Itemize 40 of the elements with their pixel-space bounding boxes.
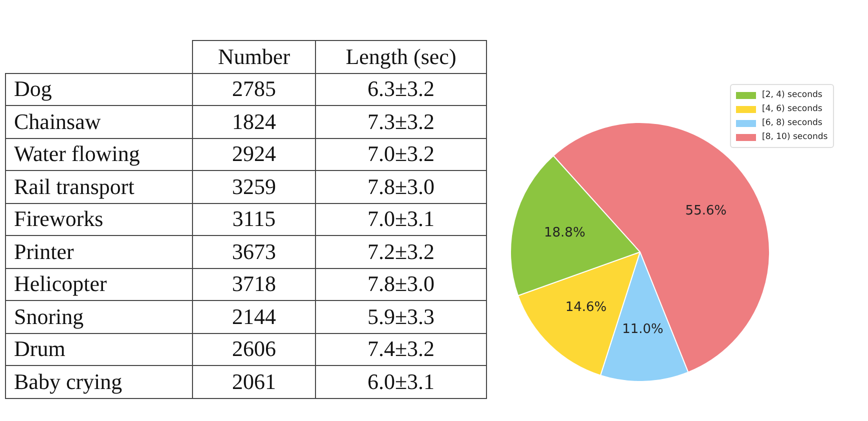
text: 7.0±3.1 [367,206,435,232]
category-label: Fireworks [14,206,104,232]
text: 7.0±3.2 [367,141,435,166]
text: 2606 [232,336,276,362]
text: 3673 [232,238,276,264]
legend-label: [8, 10) seconds [761,131,828,144]
text: 7.2±3.2 [367,238,435,264]
category-label: Number [192,40,316,73]
category-label: Helicopter [14,271,107,296]
text: 1824 [232,108,276,134]
text: 5.9±3.3 [367,304,435,329]
text: 3115 [232,206,276,232]
category-label: Printer [14,238,74,264]
legend-label: [6, 8) seconds [761,117,824,130]
text: 7.8±3.0 [367,271,435,296]
text: 7.8±3.0 [367,174,435,199]
text: 3259 [232,174,276,199]
text: 3718 [232,271,276,296]
text: 2061 [232,368,276,394]
data-label: 18.8% [544,225,586,240]
category-label: Drum [14,336,66,362]
text: 2144 [232,304,276,329]
text: 6.0±3.1 [367,368,435,394]
text: 7.3±3.2 [367,108,435,134]
legend-label: [2, 4) seconds [761,89,824,102]
data-label: 11.0% [622,322,664,338]
text: 7.4±3.2 [367,336,435,362]
legend-label: [4, 6) seconds [761,103,824,116]
category-label: Rail transport [14,174,134,199]
text: 6.3±3.2 [367,76,435,102]
category-label: Water flowing [14,141,140,166]
data-label: 55.6% [685,203,727,218]
category-label: Length (sec) [316,40,486,73]
category-label: Snoring [14,304,84,329]
text: 2924 [232,141,276,166]
category-label: Baby crying [14,368,122,394]
data-label: 14.6% [565,300,607,316]
category-label: Chainsaw [14,108,101,134]
category-label: Dog [14,76,52,102]
text: 2785 [232,76,276,102]
